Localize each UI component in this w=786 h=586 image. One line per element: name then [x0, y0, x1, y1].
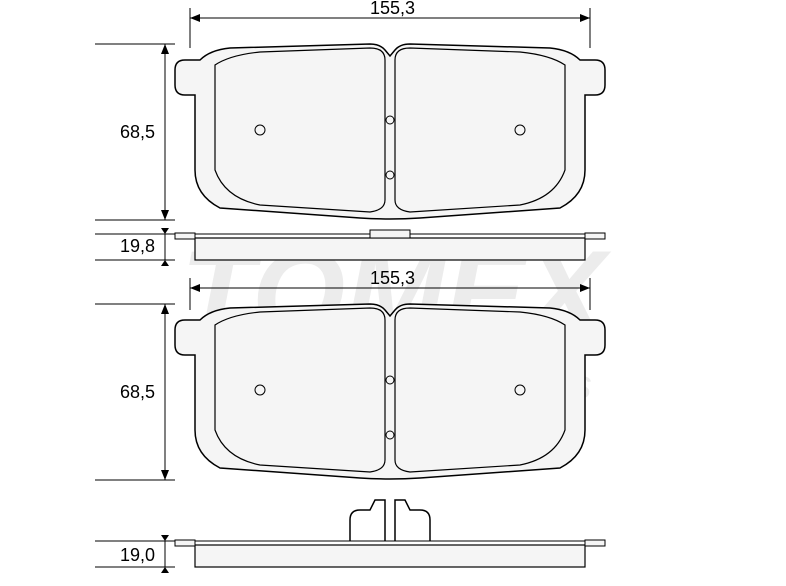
- top-brake-pad-side: [175, 230, 605, 260]
- bottom-brake-pad-face: [175, 304, 605, 479]
- label-top-height: 68,5: [120, 122, 155, 143]
- label-bottom-height: 68,5: [120, 382, 155, 403]
- bottom-brake-pad-side: [175, 500, 605, 567]
- label-bottom-thickness: 19,0: [120, 545, 155, 566]
- label-top-thickness: 19,8: [120, 236, 155, 257]
- label-bottom-width: 155,3: [370, 268, 415, 289]
- label-top-width: 155,3: [370, 0, 415, 19]
- brake-pad-diagram: [0, 0, 786, 586]
- top-brake-pad-face: [175, 44, 605, 219]
